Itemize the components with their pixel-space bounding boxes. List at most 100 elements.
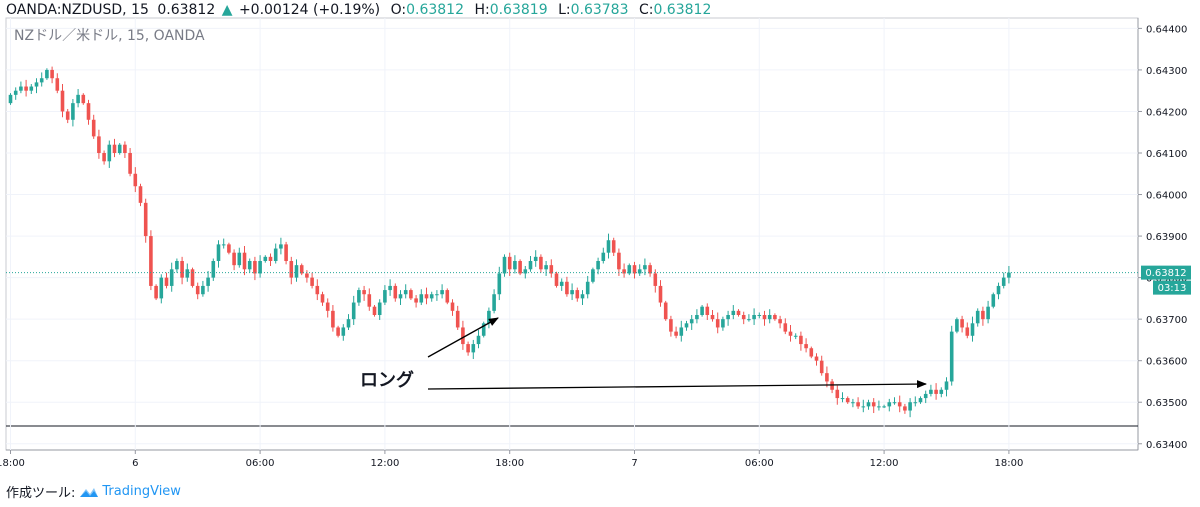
candle-body	[346, 319, 351, 328]
candle-body	[362, 290, 366, 295]
candle-body	[637, 269, 642, 274]
candle-body	[845, 398, 850, 403]
candle-body	[575, 290, 580, 299]
candle	[325, 298, 330, 318]
candle	[596, 257, 600, 275]
candle	[450, 299, 455, 316]
candle	[653, 269, 658, 293]
candle	[970, 316, 975, 342]
candle	[757, 312, 762, 319]
candle	[611, 237, 616, 257]
candle	[393, 283, 398, 302]
candle-body	[86, 103, 91, 120]
candle	[414, 295, 418, 308]
price-tick-label: 0.63400	[1146, 440, 1187, 451]
candle-body	[232, 252, 236, 266]
candle-body	[892, 402, 897, 404]
candle-body	[539, 256, 543, 270]
candle-body	[705, 306, 710, 315]
candle-body	[877, 406, 881, 408]
candle-body	[960, 319, 964, 328]
candle	[601, 247, 606, 264]
candle	[799, 331, 803, 351]
tradingview-link[interactable]: TradingView	[79, 484, 181, 499]
candle	[814, 353, 819, 366]
candle-body	[357, 290, 361, 303]
candle-body	[294, 265, 299, 278]
candle	[398, 290, 403, 306]
candle	[773, 313, 777, 321]
chart-symbol-label: NZドル／米ドル, 15, OANDA	[14, 28, 205, 44]
candle	[133, 167, 138, 193]
candle	[861, 399, 866, 413]
candle	[960, 315, 964, 333]
candle	[237, 247, 242, 268]
candle	[320, 291, 325, 306]
candle-body	[819, 360, 824, 374]
time-tick-label: 18:00	[0, 458, 25, 469]
candle-body	[398, 294, 403, 299]
candle-body	[117, 144, 122, 153]
candle-body	[533, 256, 538, 261]
candle-body	[565, 281, 569, 295]
candle	[487, 307, 491, 329]
candle	[440, 284, 444, 299]
candle	[159, 274, 164, 304]
candle-body	[315, 285, 320, 295]
candle	[892, 397, 897, 405]
candle	[502, 254, 507, 277]
candle	[632, 261, 637, 279]
candle-body	[991, 294, 996, 307]
high-value: 0.63819	[490, 2, 548, 18]
candle-body	[273, 248, 278, 261]
candle-body	[123, 144, 127, 153]
price-tick-label: 0.63600	[1146, 357, 1187, 368]
price-chart[interactable]: OANDA:NZDUSD, 15 0.63812 ▲ +0.00124 (+0.…	[0, 0, 1200, 480]
candle	[24, 79, 28, 97]
candle	[762, 310, 767, 326]
candle-body	[29, 86, 34, 91]
candle-body	[310, 277, 314, 286]
candle-body	[554, 273, 559, 286]
candle	[299, 263, 304, 276]
candle	[975, 308, 980, 327]
candle-body	[523, 269, 528, 274]
candle	[663, 300, 668, 321]
candle-body	[783, 323, 788, 332]
candle	[50, 66, 54, 84]
candle-body	[736, 310, 741, 315]
candle	[263, 255, 268, 263]
candle-body	[492, 294, 496, 311]
candle	[554, 271, 559, 288]
candle	[76, 89, 80, 108]
candle	[107, 140, 112, 168]
candle-body	[528, 261, 533, 270]
candle	[216, 240, 221, 268]
candle	[710, 310, 715, 322]
candle	[149, 230, 153, 291]
candle	[221, 238, 226, 249]
candle-body	[471, 344, 476, 353]
candle	[741, 311, 746, 325]
candle	[996, 282, 1001, 300]
candle	[528, 256, 533, 272]
plot-frame	[5, 17, 1139, 451]
candle-body	[773, 315, 777, 320]
candle	[913, 396, 918, 407]
last-price-text: 0.63812	[157, 2, 215, 18]
candle	[565, 276, 569, 297]
candle-body	[159, 277, 164, 299]
candle-body	[195, 285, 200, 295]
candle-body	[949, 331, 954, 382]
candle	[123, 141, 127, 158]
candle-body	[149, 236, 153, 286]
long-annotation: ロング	[360, 317, 927, 391]
candle	[128, 148, 132, 177]
candle	[273, 243, 278, 264]
candle-body	[91, 119, 96, 137]
candle-body	[887, 402, 892, 407]
candle-body	[143, 202, 148, 237]
candle-body	[268, 256, 273, 261]
candle-body	[544, 265, 548, 270]
candle	[71, 99, 75, 127]
